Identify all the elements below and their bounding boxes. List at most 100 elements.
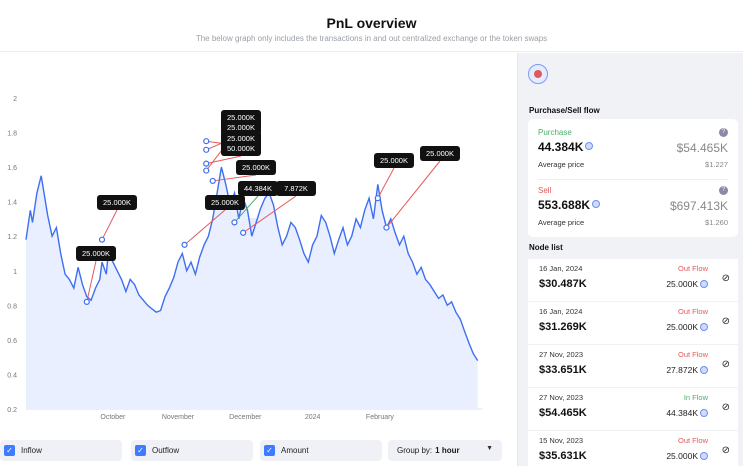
token-icon xyxy=(700,452,708,460)
node-date: 15 Nov, 2023 xyxy=(539,436,584,445)
node-value: $31.269K xyxy=(539,321,587,333)
y-tick-label: 1.4 xyxy=(7,200,17,207)
purchase-avg-value: $1.227 xyxy=(705,160,728,169)
annotation-point xyxy=(240,229,247,236)
annotation-box xyxy=(374,153,414,168)
check-icon: ✓ xyxy=(4,445,15,456)
annotation-box xyxy=(221,141,261,156)
node-list-item[interactable]: 16 Jan, 2024 $31.269K Out Flow 25.000K ⊘ xyxy=(528,302,738,344)
eye-off-icon[interactable]: ⊘ xyxy=(721,359,730,370)
help-icon[interactable]: ? xyxy=(719,128,728,137)
annotation-box xyxy=(205,195,245,210)
x-tick-label: November xyxy=(162,414,195,421)
annotation-box xyxy=(420,146,460,161)
x-tick-label: 2024 xyxy=(305,414,321,421)
annotation-point xyxy=(383,224,390,231)
annotation-point xyxy=(83,298,90,305)
annotation-label: 25.000K xyxy=(211,198,239,207)
token-icon xyxy=(592,200,601,208)
node-list-item[interactable]: 27 Nov, 2023 $33.651K Out Flow 27.872K ⊘ xyxy=(528,345,738,387)
annotation-label: 25.000K xyxy=(380,156,408,165)
annotation-connector xyxy=(234,195,259,223)
annotation-connector xyxy=(101,209,118,240)
node-amount: 25.000K xyxy=(666,322,708,332)
annotation-connector xyxy=(212,174,257,182)
node-direction: Out Flow xyxy=(677,264,708,273)
node-value: $54.465K xyxy=(539,407,587,419)
purchase-usd: $54.465K xyxy=(676,141,728,155)
y-tick-label: 0.2 xyxy=(7,407,17,414)
y-tick-label: 2 xyxy=(13,96,17,103)
annotation-box xyxy=(236,160,276,175)
annotation-point xyxy=(203,167,210,174)
annotation-label: 25.000K xyxy=(103,198,131,207)
eye-off-icon[interactable]: ⊘ xyxy=(721,445,730,456)
x-tick-label: October xyxy=(100,414,126,421)
node-direction: In Flow xyxy=(683,393,708,402)
divider xyxy=(538,179,728,180)
purchase-avg-label: Average price xyxy=(538,160,585,169)
outflow-toggle[interactable]: ✓ Outflow xyxy=(131,440,253,461)
token-icon xyxy=(700,409,708,417)
group-by-select[interactable]: Group by: 1 hour ▼ xyxy=(388,440,502,461)
annotation-connector xyxy=(242,195,297,234)
x-tick-label: December xyxy=(229,414,262,421)
inflow-label: Inflow xyxy=(21,446,42,455)
annotation-label: 25.000K xyxy=(227,134,255,143)
x-tick-label: February xyxy=(366,414,395,421)
eye-off-icon[interactable]: ⊘ xyxy=(721,402,730,413)
node-list-item[interactable]: 15 Nov, 2023 $35.631K Out Flow 25.000K ⊘ xyxy=(528,431,738,466)
y-tick-label: 1.2 xyxy=(7,234,17,241)
annotation-label: 25.000K xyxy=(227,123,255,132)
annotation-label: 50.000K xyxy=(227,144,255,153)
annotation-point xyxy=(209,177,216,185)
y-tick-label: 1.6 xyxy=(7,165,17,172)
y-tick-label: 0.4 xyxy=(7,372,17,379)
amount-label: Amount xyxy=(281,446,309,455)
token-icon xyxy=(585,142,594,150)
eye-off-icon[interactable]: ⊘ xyxy=(721,316,730,327)
amount-toggle[interactable]: ✓ Amount xyxy=(260,440,382,461)
chart-panel: 2 1.8 1.6 1.4 1.2 1 0.8 0.6 0.4 0.2 October Novembe… xyxy=(0,53,515,466)
annotation-label: 44.384K xyxy=(244,184,272,193)
chart-controls: ✓ Inflow ✓ Outflow ✓ Amount Group by: 1 … xyxy=(0,438,515,466)
node-date: 16 Jan, 2024 xyxy=(539,264,583,273)
inflow-toggle[interactable]: ✓ Inflow xyxy=(0,440,122,461)
node-date: 27 Nov, 2023 xyxy=(539,350,584,359)
y-tick-label: 1.8 xyxy=(7,131,17,138)
chevron-down-icon: ▼ xyxy=(486,445,493,452)
sell-usd: $697.413K xyxy=(669,199,728,213)
y-tick-label: 0.8 xyxy=(7,303,17,310)
check-icon: ✓ xyxy=(135,445,146,456)
annotation-point xyxy=(231,219,238,226)
page-header: PnL overview The below graph only includ… xyxy=(0,0,743,52)
purchase-label: Purchase xyxy=(538,128,572,137)
node-list-item[interactable]: 16 Jan, 2024 $30.487K Out Flow 25.000K ⊘ xyxy=(528,259,738,301)
annotation-point xyxy=(374,195,381,202)
node-amount: 44.384K xyxy=(666,408,708,418)
node-value: $30.487K xyxy=(539,278,587,290)
annotation-label: 25.000K xyxy=(242,163,270,172)
sell-label: Sell xyxy=(538,186,552,195)
side-panel: Purchase/Sell flow Purchase ? 44.384K $5… xyxy=(517,53,743,466)
help-icon[interactable]: ? xyxy=(719,186,728,195)
annotation-point xyxy=(203,160,210,167)
annotation-point xyxy=(98,236,106,243)
annotation-label: 7.872K xyxy=(284,184,308,193)
token-icon xyxy=(700,323,708,331)
node-list-item[interactable]: 27 Nov, 2023 $54.465K In Flow 44.384K ⊘ xyxy=(528,388,738,430)
group-by-value: 1 hour xyxy=(435,446,460,455)
annotation-point xyxy=(203,146,210,153)
node-direction: Out Flow xyxy=(677,436,708,445)
annotation-point xyxy=(203,138,210,145)
y-tick-label: 1 xyxy=(13,269,17,276)
check-icon: ✓ xyxy=(264,445,275,456)
annotation-box xyxy=(76,246,116,261)
group-by-label: Group by: xyxy=(397,446,433,455)
annotation-connector xyxy=(377,167,395,199)
annotation-box xyxy=(276,181,316,196)
outflow-label: Outflow xyxy=(152,446,180,455)
node-amount: 25.000K xyxy=(666,451,708,461)
pnl-chart[interactable]: 2 1.8 1.6 1.4 1.2 1 0.8 0.6 0.4 0.2 October Novembe… xyxy=(0,53,515,438)
eye-off-icon[interactable]: ⊘ xyxy=(721,273,730,284)
